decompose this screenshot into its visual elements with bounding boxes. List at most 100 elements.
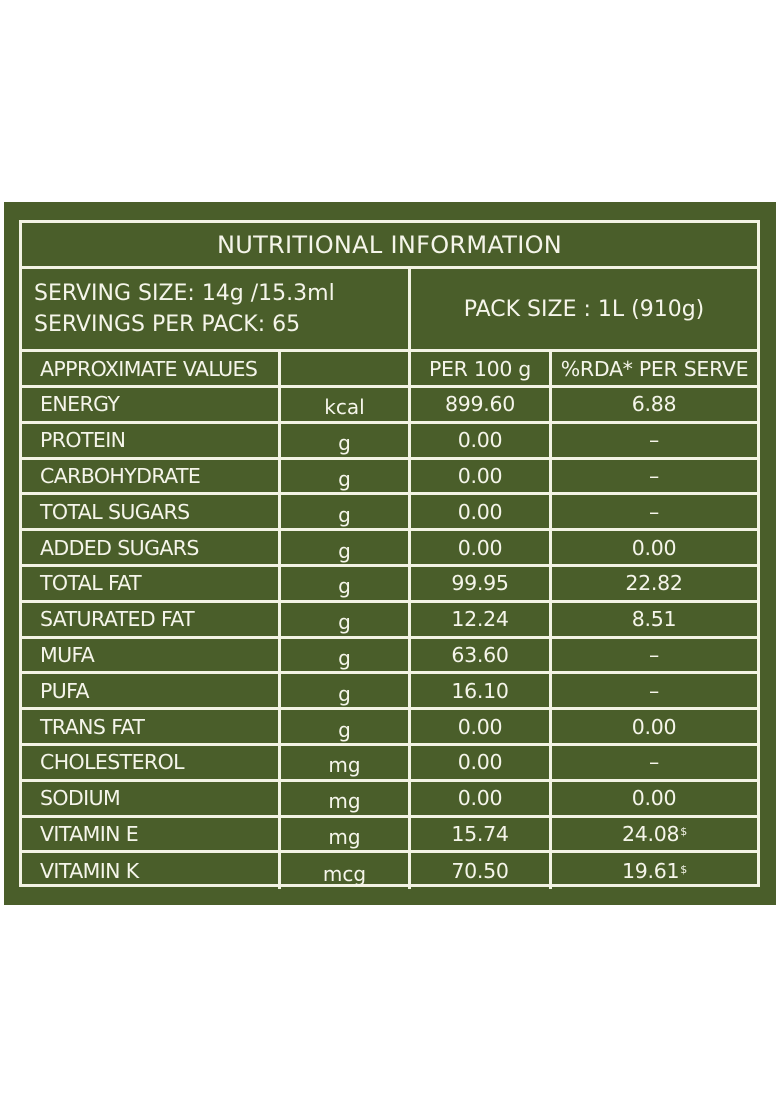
rda-value: 6.88 xyxy=(631,392,677,417)
table-row: ENERGY kcal 899.60 6.88 xyxy=(22,388,757,424)
nutrient-name: VITAMIN E xyxy=(40,821,139,846)
nutrient-per-100g: 0.00 xyxy=(408,746,549,779)
nutrient-name: CHOLESTEROL xyxy=(40,750,185,775)
nutrient-rda: – xyxy=(549,495,757,529)
nutrient-name: TOTAL FAT xyxy=(40,571,142,596)
nutrient-unit: g xyxy=(278,602,408,636)
table-row: TOTAL FAT g 99.95 22.82 xyxy=(22,567,757,603)
nutrient-name: SATURATED FAT xyxy=(40,607,195,632)
nutrient-per-100g: 0.00 xyxy=(408,423,549,457)
table-row: TOTAL SUGARS g 0.00 – xyxy=(22,495,757,532)
nutrient-rda: 8.51 xyxy=(549,602,757,636)
serving-info: SERVING SIZE: 14g /15.3ml SERVINGS PER P… xyxy=(22,269,408,349)
nutrient-unit: g xyxy=(278,531,408,564)
nutrient-per-100g: 0.00 xyxy=(408,710,549,743)
nutrient-per-100g: 63.60 xyxy=(408,638,549,672)
nutrient-unit: mg xyxy=(278,781,408,815)
nutrient-per-100g: 15.74 xyxy=(408,817,549,851)
rda-value: 0.00 xyxy=(631,535,677,560)
pack-size: PACK SIZE : 1L (910g) xyxy=(408,269,757,349)
servings-per-pack: SERVINGS PER PACK: 65 xyxy=(34,312,301,337)
header-rda: %RDA* PER SERVE xyxy=(549,352,757,385)
nutrient-rda: 19.61 $ xyxy=(549,853,757,890)
nutrient-unit: g xyxy=(278,459,408,493)
nutrient-name: PROTEIN xyxy=(40,428,126,453)
table-row: PROTEIN g 0.00 – xyxy=(22,423,757,460)
table-row: ADDED SUGARS g 0.00 0.00 xyxy=(22,531,757,567)
nutrient-rda: – xyxy=(549,423,757,457)
header-nutrient: APPROXIMATE VALUES xyxy=(40,356,258,381)
nutrient-unit: g xyxy=(278,567,408,600)
nutrient-per-100g: 12.24 xyxy=(408,602,549,636)
serving-row: SERVING SIZE: 14g /15.3ml SERVINGS PER P… xyxy=(22,269,757,352)
nutrient-name: TOTAL SUGARS xyxy=(40,499,190,524)
rda-value: – xyxy=(649,428,659,453)
table-row: CARBOHYDRATE g 0.00 – xyxy=(22,459,757,496)
nutrient-rda: 0.00 xyxy=(549,710,757,743)
nutrient-rda: 24.08 $ xyxy=(549,817,757,851)
rda-value: – xyxy=(649,642,659,667)
table-row: PUFA g 16.10 – xyxy=(22,674,757,711)
header-unit xyxy=(278,352,408,385)
nutrition-table: NUTRITIONAL INFORMATION SERVING SIZE: 14… xyxy=(19,220,760,890)
nutrient-per-100g: 70.50 xyxy=(408,853,549,890)
rda-footnote-mark: $ xyxy=(680,862,687,876)
nutrient-per-100g: 899.60 xyxy=(408,388,549,421)
nutrient-rda: – xyxy=(549,638,757,672)
rda-value: 8.51 xyxy=(631,607,677,632)
nutrient-name: ADDED SUGARS xyxy=(40,535,199,560)
table-row: TRANS FAT g 0.00 0.00 xyxy=(22,710,757,746)
nutrient-name: ENERGY xyxy=(40,392,120,417)
nutrient-rda: – xyxy=(549,459,757,493)
nutrition-panel: NUTRITIONAL INFORMATION SERVING SIZE: 14… xyxy=(4,202,776,905)
rda-value: 19.61 xyxy=(622,859,680,884)
rda-value: 24.08 xyxy=(622,821,680,846)
rda-footnote-mark: $ xyxy=(680,825,687,839)
rda-value: 0.00 xyxy=(631,714,677,739)
table-title: NUTRITIONAL INFORMATION xyxy=(216,230,563,259)
nutrient-unit: kcal xyxy=(278,388,408,421)
nutrient-rda: 0.00 xyxy=(549,781,757,815)
table-row: SODIUM mg 0.00 0.00 xyxy=(22,781,757,818)
nutrient-per-100g: 0.00 xyxy=(408,495,549,529)
nutrient-unit: g xyxy=(278,423,408,457)
nutrient-rda: 22.82 xyxy=(549,567,757,600)
nutrient-per-100g: 0.00 xyxy=(408,781,549,815)
table-row: SATURATED FAT g 12.24 8.51 xyxy=(22,602,757,639)
rda-value: 22.82 xyxy=(625,571,683,596)
nutrient-per-100g: 0.00 xyxy=(408,531,549,564)
nutrient-name: TRANS FAT xyxy=(40,714,145,739)
nutrient-name: CARBOHYDRATE xyxy=(40,463,201,488)
rda-value: – xyxy=(649,750,659,775)
nutrient-name: SODIUM xyxy=(40,786,121,811)
nutrient-unit: g xyxy=(278,674,408,708)
nutrient-per-100g: 0.00 xyxy=(408,459,549,493)
title-row: NUTRITIONAL INFORMATION xyxy=(22,223,757,269)
serving-size: SERVING SIZE: 14g /15.3ml xyxy=(34,281,335,306)
nutrient-per-100g: 16.10 xyxy=(408,674,549,708)
nutrient-rda: 6.88 xyxy=(549,388,757,421)
nutrient-unit: mcg xyxy=(278,853,408,890)
nutrient-rda: 0.00 xyxy=(549,531,757,564)
nutrient-name: MUFA xyxy=(40,642,95,667)
nutrient-rda: – xyxy=(549,674,757,708)
header-per-100g: PER 100 g xyxy=(408,352,549,385)
rda-value: – xyxy=(649,463,659,488)
nutrient-unit: g xyxy=(278,638,408,672)
rda-value: 0.00 xyxy=(631,786,677,811)
nutrient-unit: mg xyxy=(278,746,408,779)
table-row: MUFA g 63.60 – xyxy=(22,638,757,675)
header-row: APPROXIMATE VALUES PER 100 g %RDA* PER S… xyxy=(22,352,757,388)
nutrient-rda: – xyxy=(549,746,757,779)
nutrient-name: PUFA xyxy=(40,678,90,703)
nutrient-unit: mg xyxy=(278,817,408,851)
table-row: CHOLESTEROL mg 0.00 – xyxy=(22,746,757,782)
rda-value: – xyxy=(649,499,659,524)
nutrient-per-100g: 99.95 xyxy=(408,567,549,600)
nutrient-unit: g xyxy=(278,710,408,743)
nutrient-unit: g xyxy=(278,495,408,529)
nutrient-name: VITAMIN K xyxy=(40,859,139,884)
rda-value: – xyxy=(649,678,659,703)
